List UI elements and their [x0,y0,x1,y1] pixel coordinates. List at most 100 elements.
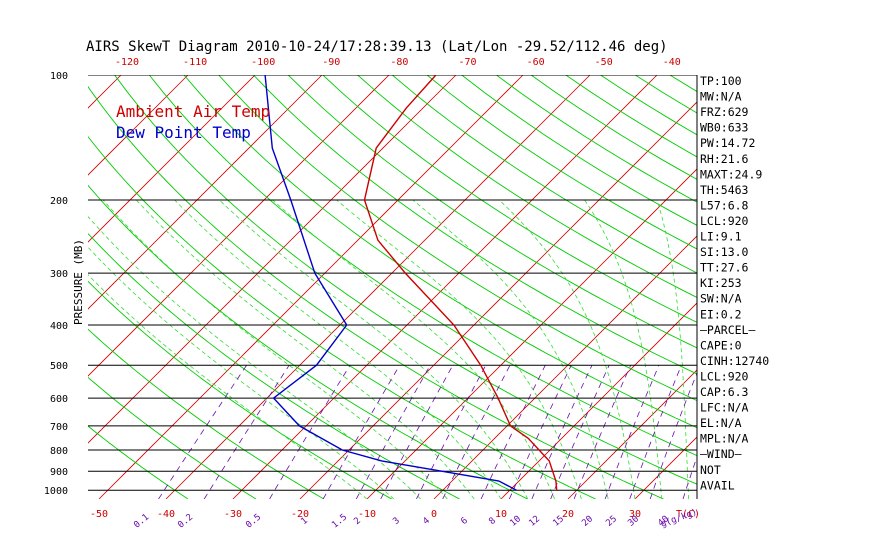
stability-index-item: MAXT:24.9 [700,167,762,181]
mixing-ratio-line [416,365,487,499]
sounding-traces [264,75,558,491]
mixing-ratio-tick-label: 0.5 [244,512,263,530]
stability-index-item: —WIND— [700,447,742,461]
isotherm-line [500,302,697,499]
isotherm-line [836,75,870,499]
bottom-temp-tick-label: 0 [431,509,437,520]
stability-index-item: MW:N/A [700,90,742,104]
mixing-ratio-tick-label: 1.5 [330,512,349,530]
stability-index-item: CINH:12740 [700,354,769,368]
dry-adiabat-line [426,75,697,250]
moist-adiabat-line [174,199,502,499]
stability-index-item: NOT [700,463,721,477]
stability-index-item: KI:253 [700,276,742,290]
mixing-ratio-tick-label: 0.2 [176,512,195,530]
stability-index-item: PW:14.72 [700,136,755,150]
y-axis-label: PRESSURE (MB) [72,239,85,325]
dry-adiabat-line [88,135,596,499]
bottom-temp-tick-label: 30 [629,509,641,520]
isotherm-line [88,75,323,310]
top-temp-tick-label: -90 [322,57,340,68]
mixing-ratio-line [604,365,660,499]
bottom-temp-tick-label: -50 [90,509,108,520]
top-temp-tick-label: -100 [251,57,275,68]
isotherm-line [567,369,697,499]
moist-adiabat-line [219,199,529,499]
mixing-ratio-tick-label: 6 [459,516,470,527]
moist-adiabat-line [88,274,368,499]
stability-index-item: SI:13.0 [700,245,749,259]
isotherm-line [98,75,524,499]
dry-adiabat-line [88,232,460,499]
dry-adiabat-line [392,75,697,274]
pressure-tick-label: 100 [50,71,68,82]
isotherm-line [88,75,189,176]
pressure-tick-label: 300 [50,269,68,280]
moist-adiabat-line [584,199,663,499]
stability-index-item: TT:27.6 [700,261,749,275]
stability-index-item: —PARCEL— [700,323,755,337]
legend-air-temp: Ambient Air Temp [116,102,270,121]
top-temp-tick-label: -120 [115,57,139,68]
mixing-ratio-tick-label: 4 [421,516,432,527]
pressure-tick-label: 700 [50,422,68,433]
isotherm-line [433,235,697,499]
mixing-ratio-tick-label: 0.1 [132,512,151,530]
pressure-tick-label: 1000 [44,486,68,497]
moist-adiabat-line [656,199,689,499]
isotherm-line [769,75,870,499]
mixing-ratio-line [322,364,401,499]
dry-adiabat-line [287,75,697,349]
dry-adiabat-line [114,75,697,485]
legend-dew-point: Dew Point Temp [116,123,251,142]
stability-index-item: CAPE:0 [700,338,742,352]
mixing-ratio-tick-label: 1 [299,516,310,527]
dry-adiabat-line [88,425,189,499]
pressure-tick-label: 200 [50,196,68,207]
dry-adiabat-line [88,184,528,499]
isotherm-line [88,75,390,377]
stability-index-item: LI:9.1 [700,230,742,244]
mixing-ratio-tick-label: 12 [527,514,542,529]
mixing-ratio-tick-label: 2 [352,516,363,527]
mixing-ratio-line [649,371,697,499]
pressure-tick-label: 900 [50,467,68,478]
dry-adiabat-line [88,328,325,499]
dry-adiabat-line [88,376,257,499]
dry-adiabat-line [357,75,697,298]
dry-adiabat-line [218,75,697,402]
chart-title: AIRS SkewT Diagram 2010-10-24/17:28:39.1… [86,39,668,55]
mixing-ratio-tick-label: 20 [580,514,595,529]
moist-adiabat-line [102,199,448,499]
bottom-temp-tick-label: -30 [224,509,242,520]
dew-point-trace [264,75,517,491]
dry-adiabat-line [253,75,697,375]
bottom-temp-tick-label: -20 [291,509,309,520]
moist-adiabat-line [88,246,395,499]
air-temp-trace [363,75,558,491]
stability-index-item: SW:N/A [700,292,742,306]
stability-index-item: TH:5463 [700,183,749,197]
isotherm-line [0,75,54,499]
top-temp-tick-label: -40 [663,57,681,68]
moist-adiabat-line [136,199,475,499]
isotherm-line [88,75,457,444]
mixing-ratio-tick-label: 25 [604,514,619,529]
top-temp-tick-label: -60 [527,57,545,68]
top-temp-tick-label: -50 [595,57,613,68]
stability-index-item: RH:21.6 [700,152,749,166]
isotherm-line [165,75,591,499]
bottom-temp-tick-label: -40 [157,509,175,520]
mixing-ratio-tick-label: 10 [508,514,523,529]
stability-index-item: L57:6.8 [700,198,749,212]
dry-adiabat-line [496,75,697,203]
bottom-axis-unit: T(C) [676,509,700,520]
moist-adiabat-line [499,199,636,499]
stability-index-item: AVAIL [700,478,735,492]
mixing-ratio-line [203,364,290,499]
stability-index-item: CAP:6.3 [700,385,749,399]
dry-adiabat-line [183,75,697,429]
stability-index-item: LFC:N/A [700,401,749,415]
